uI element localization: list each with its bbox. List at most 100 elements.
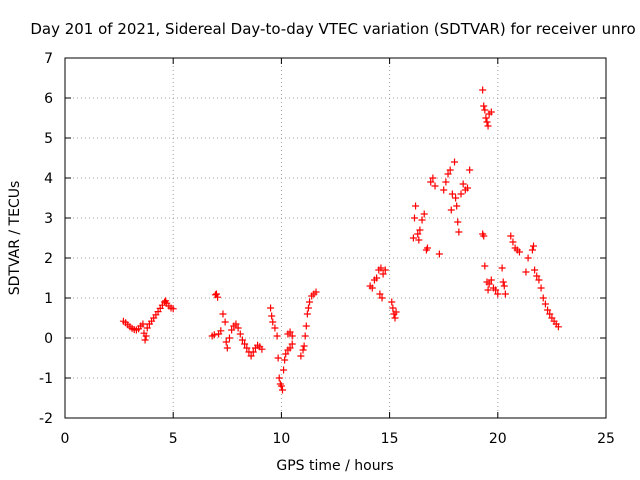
data-point [446,166,454,174]
data-point [288,340,296,348]
data-point [222,338,230,346]
data-point [232,320,240,328]
data-point [481,262,489,270]
data-point [412,202,420,210]
y-tick-label: 3 [44,211,53,227]
data-point [234,324,242,332]
data-point [267,304,275,312]
data-point [487,108,495,116]
plot-frame [64,57,607,419]
x-tick-label: 25 [597,431,615,447]
data-point [268,312,276,320]
data-point [546,310,554,318]
data-point [500,282,508,290]
data-point [420,210,428,218]
data-point [498,264,506,272]
data-point [416,226,424,234]
data-point [379,270,387,278]
data-point [539,294,547,302]
data-point [377,264,385,272]
data-point [221,318,229,326]
data-point [288,332,296,340]
data-point [143,324,151,332]
data-point [530,242,538,250]
data-point [487,276,495,284]
data-point [306,298,314,306]
data-point [482,114,490,122]
data-point [453,202,461,210]
data-point [524,254,532,262]
x-tick-label: 15 [381,431,399,447]
data-point [451,158,459,166]
data-point [499,278,507,286]
data-point [139,320,147,328]
x-tick-label: 0 [61,431,70,447]
data-point [522,268,530,276]
data-point [494,290,502,298]
y-tick-label: 7 [44,51,53,67]
data-point [452,194,460,202]
data-point [544,306,552,314]
data-point [466,166,474,174]
data-point [515,248,523,256]
data-point [409,234,417,242]
data-point [459,180,467,188]
data-point [378,294,386,302]
data-point [388,298,396,306]
data-point [236,330,244,338]
data-point [210,331,218,339]
data-point [415,236,423,244]
data-point [269,318,277,326]
data-point [300,342,308,350]
data-point [302,322,310,330]
data-point [479,86,487,94]
data-point [225,334,233,342]
data-point [278,386,286,394]
data-point [414,230,422,238]
data-point [455,228,463,236]
data-point [389,304,397,312]
data-point [507,232,515,240]
data-point [312,288,320,296]
x-tick-label: 20 [489,431,507,447]
data-point [273,332,281,340]
data-point [286,328,294,336]
data-point [217,327,225,335]
data-point [238,336,246,344]
data-point [303,310,311,318]
y-tick-label: 1 [44,291,53,307]
data-point [297,352,305,360]
data-point [454,218,462,226]
data-point [376,290,384,298]
data-point [304,304,312,312]
y-tick-label: -2 [39,411,53,427]
data-point [554,323,562,331]
data-point [219,310,227,318]
data-point [537,284,545,292]
data-point [440,186,448,194]
data-point [509,238,517,246]
data-point [485,280,493,288]
grid-lines [65,58,606,418]
data-point [480,102,488,110]
data-point [223,344,231,352]
data-point [282,350,290,358]
data-point [214,293,222,301]
data-point [247,352,255,360]
data-point [418,216,426,224]
data-point [392,308,400,316]
data-point [533,272,541,280]
data-point [281,356,289,364]
axis-ticks: 0 5 10 15 20 25 -2 -1 0 1 2 3 4 5 6 7 [39,51,615,447]
data-point [481,106,489,114]
data-point [541,300,549,308]
data-point [429,174,437,182]
data-point [368,284,376,292]
data-point [528,246,536,254]
y-tick-label: 2 [44,251,53,267]
data-point [277,382,285,390]
data-point [249,348,257,356]
y-tick-label: 4 [44,171,53,187]
chart-title: Day 201 of 2021, Sidereal Day-to-day VTE… [30,20,635,38]
